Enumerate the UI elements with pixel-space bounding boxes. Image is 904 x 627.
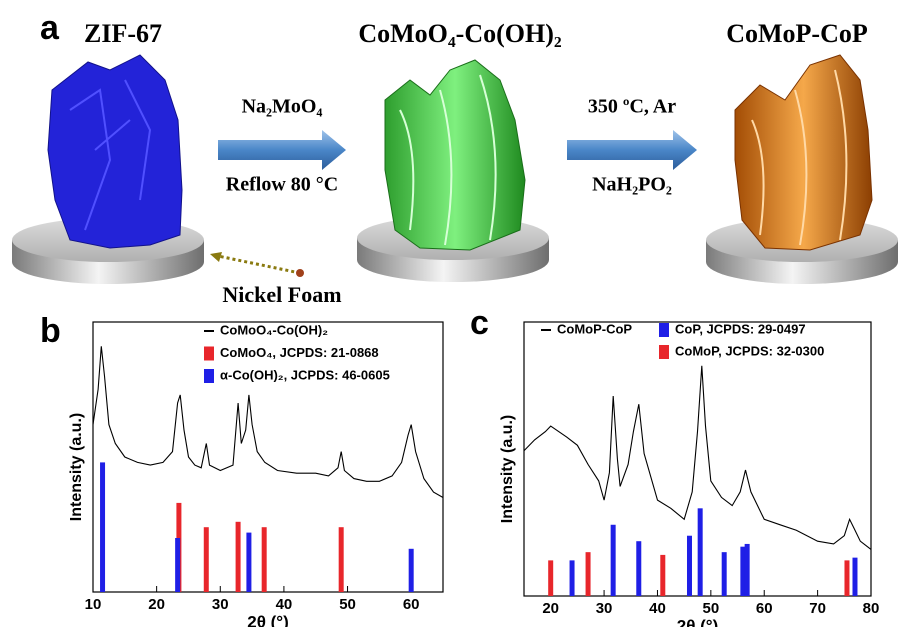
figure: a ZIF-67 CoMoO₄-Co(OH)₂ CoMoP-CoP Na₂MoO… [0, 0, 904, 627]
x-tick-label: 30 [596, 600, 613, 617]
x-tick-label: 50 [703, 600, 720, 617]
x-tick-label: 30 [212, 596, 229, 613]
x-tick-label: 40 [276, 596, 293, 613]
step-label: 350 ºC, Ar [588, 96, 676, 118]
stage-title: ZIF-67 [84, 19, 162, 48]
xrd-panels: b 10 20 30 40 50 60 2θ (°) Intensity (a.u.) CoMoO… [40, 304, 879, 627]
substrate-label: Nickel Foam [222, 282, 341, 307]
reference-peak [722, 552, 727, 596]
x-axis-label: 2θ (°) [247, 612, 289, 627]
pointer-head [210, 252, 222, 262]
xrd-pattern [524, 366, 871, 550]
x-tick-label: 40 [649, 600, 666, 617]
reference-peak [246, 533, 251, 592]
step-label: NaH₂PO₂ [592, 174, 672, 196]
plot-frame [524, 322, 871, 596]
reference-peak [175, 538, 180, 592]
reference-peak [844, 560, 849, 596]
reference-peak [100, 462, 105, 592]
reference-peak [570, 560, 575, 596]
x-tick-label: 60 [403, 596, 420, 613]
reference-peak [548, 560, 553, 596]
reference-peak [204, 527, 209, 592]
pointer-dot [296, 269, 304, 277]
legend-label: CoMoO₄-Co(OH)₂ [220, 322, 328, 337]
legend-swatch [659, 323, 669, 337]
reference-peak [636, 541, 641, 596]
zif-crystal [48, 55, 182, 248]
x-tick-label: 10 [85, 596, 102, 613]
y-axis-label: Intensity (a.u.) [68, 413, 85, 521]
process-arrow [218, 130, 346, 170]
reference-peak [339, 527, 344, 592]
panel-label: a [40, 9, 60, 47]
panel-a: a ZIF-67 CoMoO₄-Co(OH)₂ CoMoP-CoP Na₂MoO… [12, 9, 898, 307]
reference-peak [660, 555, 665, 596]
step-label: Na₂MoO₄ [242, 96, 323, 118]
stage-title: CoMoO₄-Co(OH)₂ [358, 19, 562, 48]
x-tick-label: 80 [863, 600, 880, 617]
x-tick-label: 70 [809, 600, 826, 617]
legend-swatch [659, 345, 669, 359]
reference-peak [687, 536, 692, 596]
process-arrow [567, 130, 697, 170]
reference-peak [409, 549, 414, 592]
green-nanosheets [385, 60, 525, 250]
reference-peak [745, 544, 750, 596]
legend-swatch [204, 347, 214, 361]
panel-label: c [470, 304, 489, 342]
x-tick-label: 20 [542, 600, 559, 617]
reference-peak [740, 547, 745, 596]
x-tick-label: 20 [148, 596, 165, 613]
x-tick-label: 50 [339, 596, 356, 613]
reference-peak [236, 522, 241, 592]
plot-frame [93, 322, 443, 592]
x-axis-label: 2θ (°) [677, 616, 719, 627]
reference-peak [262, 527, 267, 592]
pointer [218, 256, 300, 273]
reference-peak [698, 508, 703, 596]
step-label: Reflow 80 °C [226, 174, 338, 196]
panel-label: b [40, 312, 61, 350]
legend-swatch [204, 369, 214, 383]
reference-peak [586, 552, 591, 596]
legend-label: CoMoP, JCPDS: 32-0300 [675, 343, 824, 358]
y-axis-label: Intensity (a.u.) [499, 415, 516, 523]
reference-peak [852, 558, 857, 596]
legend-label: CoMoO₄, JCPDS: 21-0868 [220, 345, 379, 360]
reference-peak [611, 525, 616, 596]
legend-label: CoMoP-CoP [557, 321, 632, 336]
legend-label: α-Co(OH)₂, JCPDS: 46-0605 [220, 367, 390, 382]
x-tick-label: 60 [756, 600, 773, 617]
legend-label: CoP, JCPDS: 29-0497 [675, 321, 806, 336]
stage-title: CoMoP-CoP [726, 19, 868, 48]
